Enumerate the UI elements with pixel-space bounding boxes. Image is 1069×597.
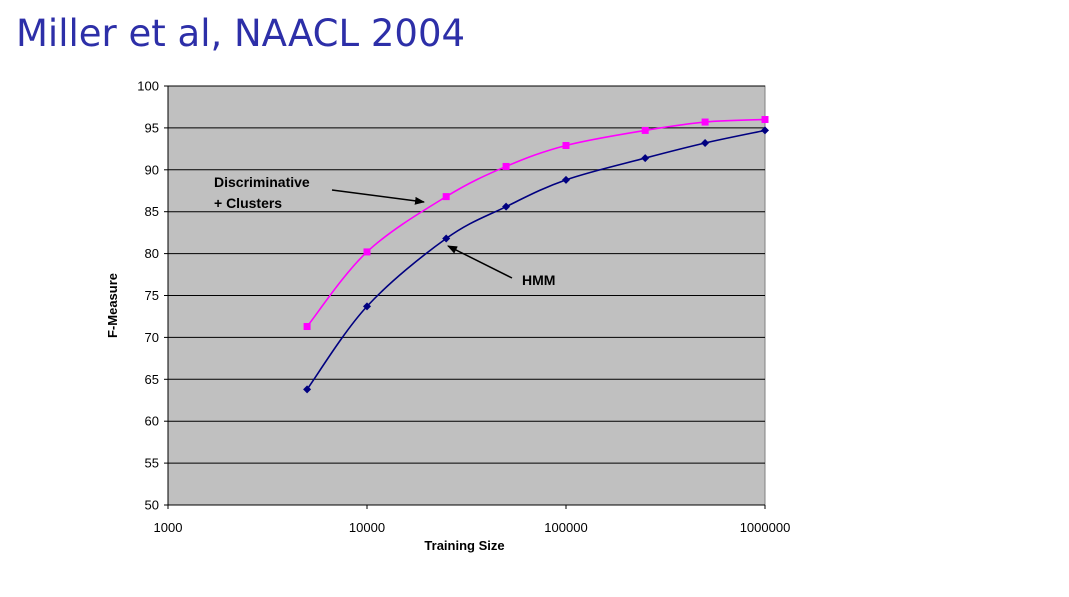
hmm-point [363, 302, 371, 311]
x-tick-label: 1000 [154, 520, 183, 535]
y-tick-label: 70 [145, 330, 159, 345]
y-tick-label: 90 [145, 162, 159, 177]
y-tick-label: 75 [145, 288, 159, 303]
discriminative-point [641, 126, 649, 134]
annotation-arrow [447, 245, 513, 279]
hmm-point [562, 175, 570, 184]
annotation-arrow [331, 189, 425, 205]
y-axis-title: F-Measure [105, 273, 120, 338]
y-tick-label: 60 [145, 414, 159, 429]
slide-title: Miller et al, NAACL 2004 [16, 12, 466, 55]
y-tick-label: 95 [145, 120, 159, 135]
x-tick-label: 10000 [349, 520, 385, 535]
hmm-point [641, 154, 650, 163]
y-tick-label: 100 [137, 79, 159, 94]
x-tick-label: 100000 [544, 520, 587, 535]
annotation-discriminative-label: Discriminative [214, 174, 310, 190]
y-tick-label: 55 [145, 456, 159, 471]
annotation-hmm-label: HMM [522, 272, 555, 288]
hmm-point [442, 234, 451, 243]
discriminative-point [442, 193, 450, 201]
hmm-point [761, 126, 769, 135]
y-tick-label: 50 [145, 498, 159, 513]
hmm-point [303, 385, 312, 394]
hmm-point [502, 202, 511, 211]
annotation-discriminative-label: + Clusters [214, 195, 282, 211]
x-axis-title: Training Size [424, 538, 504, 553]
discriminative-point [562, 141, 570, 149]
x-tick-label: 1000000 [740, 520, 791, 535]
discriminative-point [701, 118, 709, 126]
y-tick-label: 85 [145, 204, 159, 219]
discriminative-point [363, 248, 371, 256]
y-tick-label: 80 [145, 246, 159, 261]
y-tick-label: 65 [145, 372, 159, 387]
discriminative-point [502, 162, 510, 170]
discriminative-point [303, 323, 311, 331]
hmm-point [701, 138, 710, 147]
discriminative-point [761, 116, 769, 124]
